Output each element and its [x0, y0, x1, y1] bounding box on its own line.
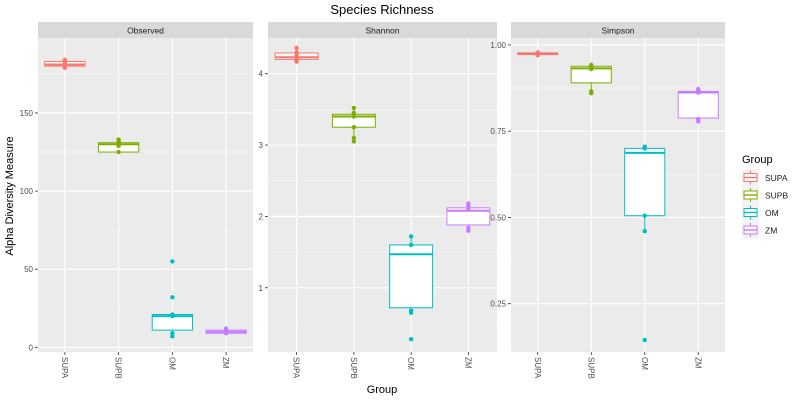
box-iqr	[677, 90, 719, 119]
boxplot-zm	[677, 86, 719, 124]
boxplot-supa	[274, 45, 319, 64]
y-tick-label: 2	[259, 212, 264, 221]
data-point	[351, 135, 357, 141]
x-tick-label: OM	[167, 357, 176, 370]
legend-label: ZM	[765, 226, 777, 236]
legend-label: SUPA	[765, 173, 788, 183]
panel-background	[511, 38, 725, 352]
data-point	[642, 144, 647, 149]
x-tick-label: OM	[640, 357, 649, 370]
y-axis-title: Alpha Diversity Measure	[4, 136, 16, 255]
boxplot-zm	[205, 326, 247, 336]
data-point	[170, 295, 175, 300]
boxplot-supb	[570, 62, 612, 96]
legend: Group SUPA SUPB OM ZM	[742, 154, 788, 239]
x-tick-label: SUPB	[114, 357, 123, 379]
data-point	[351, 125, 357, 130]
data-point	[170, 259, 175, 264]
x-tick-label: SUPA	[292, 357, 301, 379]
y-tick-label: 4	[259, 70, 264, 79]
facet-strip	[268, 22, 497, 38]
data-point	[408, 234, 414, 239]
data-point	[116, 137, 121, 142]
data-point	[351, 139, 357, 144]
facet-strip-label: Observed	[127, 26, 164, 36]
y-tick-label: 50	[24, 265, 33, 274]
data-point	[535, 50, 540, 55]
data-point	[170, 331, 175, 336]
data-point	[408, 336, 414, 342]
data-point	[116, 149, 121, 155]
boxplot-om	[389, 234, 434, 342]
data-point	[589, 89, 594, 94]
x-tick-label: SUPB	[586, 357, 595, 379]
data-point	[642, 229, 647, 234]
facet-panels: Observed 0 50 100 150 SUPA SUPB OM ZM Shannon 1 2 3 4…	[20, 22, 725, 379]
x-tick-label: OM	[406, 357, 415, 370]
boxplot-supa	[44, 57, 86, 70]
panel-background	[38, 38, 253, 352]
data-point	[642, 337, 647, 343]
boxplot-supb	[97, 137, 140, 155]
legend-entry-supb: SUPB	[742, 186, 788, 204]
y-tick-label: 100	[20, 187, 34, 196]
panel-background	[268, 38, 497, 352]
data-point	[466, 207, 471, 212]
x-tick-label: ZM	[463, 357, 472, 369]
boxplot-om	[151, 259, 194, 339]
data-point	[642, 213, 647, 218]
x-tick-label: SUPA	[533, 357, 542, 379]
facet-strip	[511, 22, 725, 38]
y-tick-label: 150	[20, 109, 34, 118]
boxplot-supa	[517, 50, 559, 58]
facet-strip	[38, 22, 253, 38]
data-point	[466, 225, 471, 231]
data-point	[170, 312, 175, 317]
data-point	[351, 114, 357, 119]
data-point	[696, 116, 701, 122]
data-point	[408, 242, 414, 248]
x-tick-label: ZM	[221, 357, 230, 369]
data-point	[294, 45, 299, 51]
facet-panel-shannon: Shannon 1 2 3 4 SUPA SUPB OM ZM	[259, 22, 497, 379]
x-tick-label: SUPA	[60, 357, 69, 379]
y-tick-label: 1	[259, 284, 264, 293]
legend-entry-zm: ZM	[742, 221, 777, 239]
box-iqr	[624, 147, 666, 217]
y-tick-label: 1.00	[490, 41, 506, 50]
data-point	[696, 86, 701, 92]
data-point	[294, 50, 299, 55]
data-point	[62, 57, 68, 63]
y-tick-label: 3	[259, 141, 264, 150]
x-axis-title: Group	[367, 384, 398, 396]
data-point	[351, 105, 357, 111]
facet-panel-observed: Observed 0 50 100 150 SUPA SUPB OM ZM	[20, 22, 253, 379]
chart-title: Species Richness	[330, 2, 434, 17]
x-tick-label: SUPB	[349, 357, 358, 379]
boxplot-om	[624, 144, 666, 343]
legend-label: SUPB	[765, 191, 788, 201]
y-tick-label: 0.25	[490, 300, 506, 309]
facet-strip-label: Simpson	[601, 26, 634, 36]
data-point	[351, 110, 357, 116]
y-tick-label: 0.75	[490, 127, 506, 136]
data-point	[466, 201, 471, 206]
data-point	[589, 62, 594, 68]
boxplot-zm	[446, 201, 491, 233]
facet-strip-label: Shannon	[365, 26, 399, 36]
data-point	[223, 326, 229, 331]
data-point	[408, 308, 414, 313]
legend-entry-supa: SUPA	[742, 169, 788, 186]
y-tick-label: 0	[29, 343, 34, 352]
y-tick-label: 0.50	[490, 213, 506, 222]
x-tick-label: ZM	[693, 357, 702, 369]
legend-entry-om: OM	[742, 204, 779, 221]
boxplot-supb	[331, 105, 376, 144]
legend-label: OM	[765, 208, 779, 218]
legend-title: Group	[742, 154, 773, 166]
data-point	[170, 334, 175, 339]
facet-panel-simpson: Simpson 0.25 0.50 0.75 1.00 SUPA SUPB OM ZM	[490, 22, 725, 379]
